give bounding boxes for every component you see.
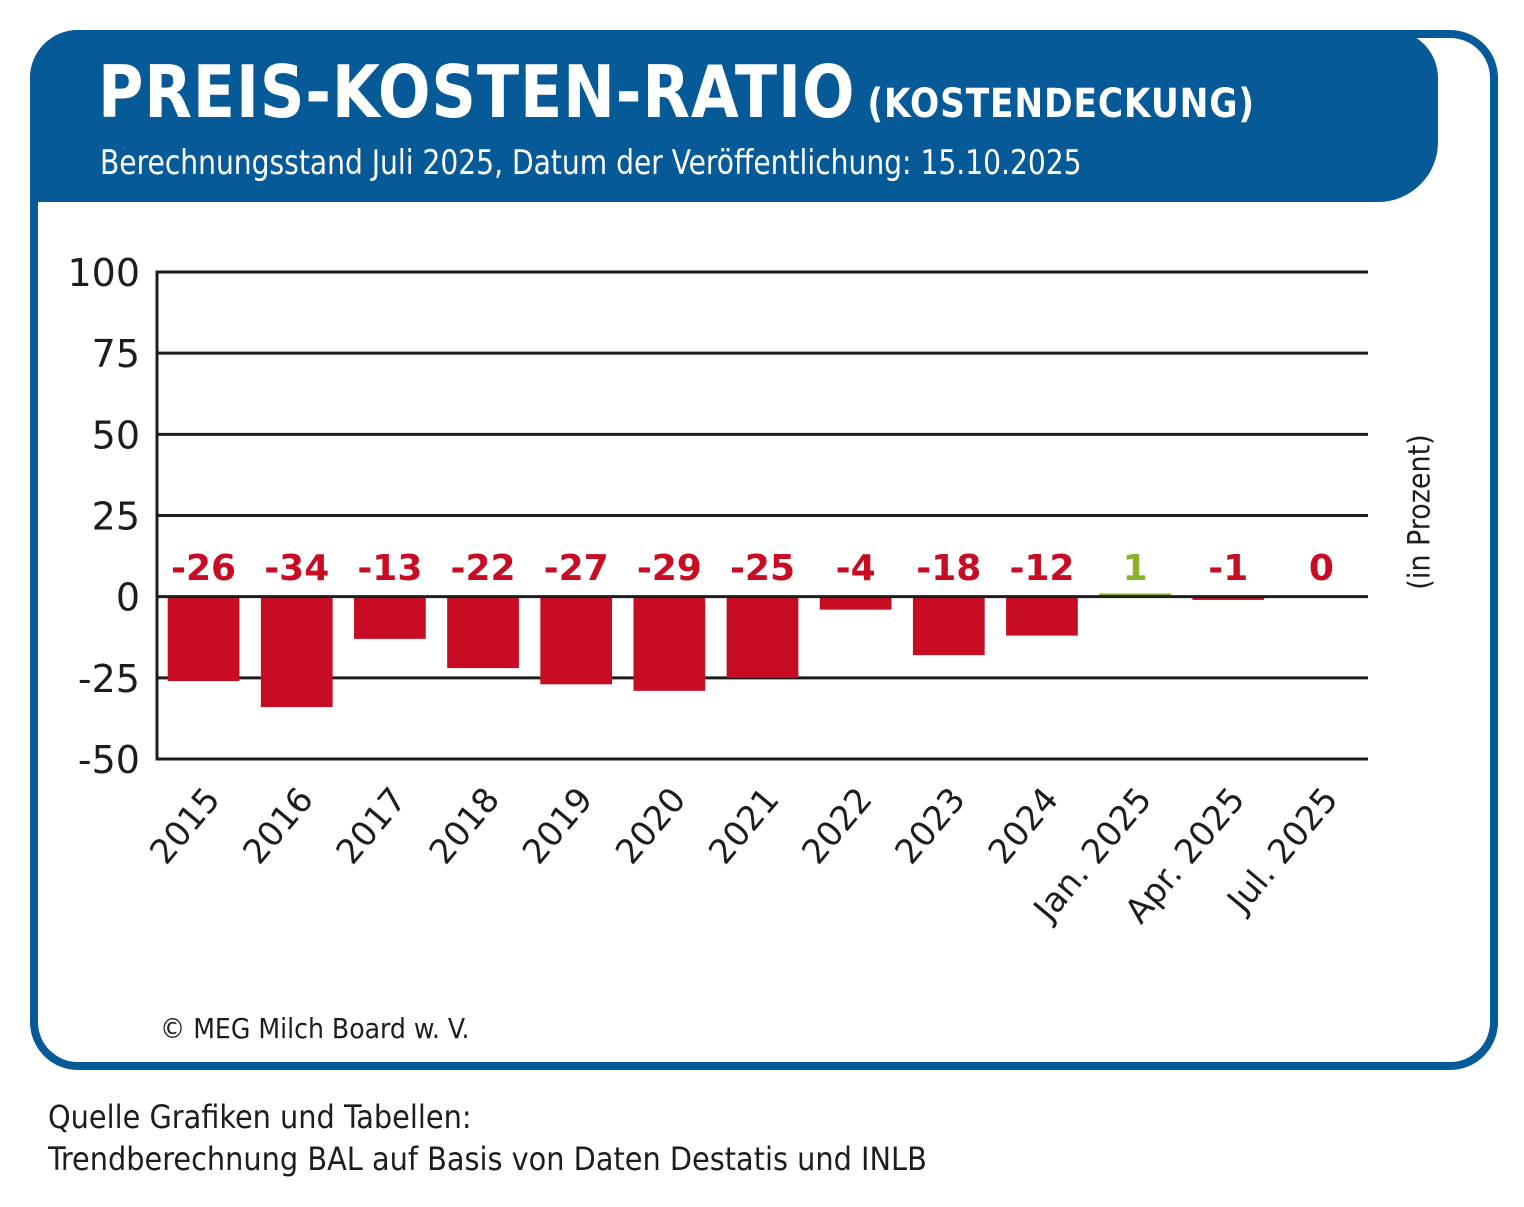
bar: [912, 596, 985, 656]
bar: [540, 596, 613, 685]
x-tick-label: 2023: [887, 780, 973, 872]
data-label: -1: [1208, 548, 1248, 589]
chart-title-main: PREIS-KOSTEN-RATIO: [98, 50, 856, 134]
y-tick-label: 100: [67, 251, 140, 295]
x-tick-label: 2015: [142, 780, 228, 872]
x-tick-label: 2018: [422, 780, 508, 872]
bar: [1192, 596, 1265, 600]
header-banner: [30, 30, 1438, 202]
chart-title: PREIS-KOSTEN-RATIO (KOSTENDECKUNG): [98, 56, 1255, 128]
header-banner-corner: [30, 150, 90, 202]
y-axis-label: (in Prozent): [1402, 434, 1438, 590]
x-tick-labels: 2015 2016 2017 2018 2019 2020 2021 2022 2023 2024…: [142, 780, 1346, 931]
data-label: -25: [730, 548, 795, 589]
bars: [167, 593, 1265, 708]
bar: [1099, 593, 1171, 597]
y-tick-label: -25: [78, 657, 140, 701]
data-label: -27: [544, 548, 609, 589]
data-label: -29: [637, 548, 702, 589]
bar: [167, 596, 240, 682]
data-label: -26: [171, 548, 236, 589]
data-label: -18: [916, 548, 981, 589]
chart-frame: [30, 30, 1498, 1070]
chart-title-suffix: (KOSTENDECKUNG): [867, 81, 1255, 127]
x-tick-label: 2020: [608, 780, 694, 872]
y-tick-label: 0: [116, 576, 140, 620]
bar: [447, 596, 519, 669]
data-label: 1: [1123, 548, 1148, 589]
x-tick-label: 2017: [329, 780, 415, 872]
y-tick-label: 75: [92, 332, 140, 376]
bar: [819, 596, 892, 610]
x-tick-label: 2021: [701, 780, 787, 872]
y-tick-labels: 100 75 50 25 0 -25 -50: [67, 251, 140, 782]
gridlines: [155, 270, 1368, 761]
data-labels: -26 -34 -13 -22 -27 -29 -25 -4 -18 -12 1 -1 0: [171, 548, 1334, 589]
data-label: -34: [264, 548, 329, 589]
y-tick-label: 50: [92, 413, 140, 457]
data-label: 0: [1309, 548, 1334, 589]
y-tick-label: -50: [78, 738, 140, 782]
source-note: Quelle Grafiken und Tabellen: Trendberec…: [48, 1096, 927, 1180]
bar: [1006, 596, 1078, 636]
chart-subtitle: Berechnungsstand Juli 2025, Datum der Ve…: [100, 143, 1082, 183]
data-label: -13: [357, 548, 422, 589]
data-label: -12: [1009, 548, 1074, 589]
data-label: -4: [836, 548, 876, 589]
bar: [726, 596, 799, 678]
x-tick-label: 2016: [235, 780, 321, 872]
y-tick-label: 25: [92, 495, 140, 539]
x-tick-label: 2022: [794, 780, 880, 872]
bar: [354, 596, 426, 639]
bar: [633, 596, 706, 691]
copyright-text: © MEG Milch Board w. V.: [160, 1012, 470, 1045]
x-tick-label: 2019: [515, 780, 601, 872]
source-line-2: Trendberechnung BAL auf Basis von Daten …: [48, 1140, 927, 1178]
bar: [260, 596, 333, 708]
source-line-1: Quelle Grafiken und Tabellen:: [48, 1098, 472, 1136]
x-tick-label: 2024: [981, 780, 1067, 872]
data-label: -22: [451, 548, 516, 589]
